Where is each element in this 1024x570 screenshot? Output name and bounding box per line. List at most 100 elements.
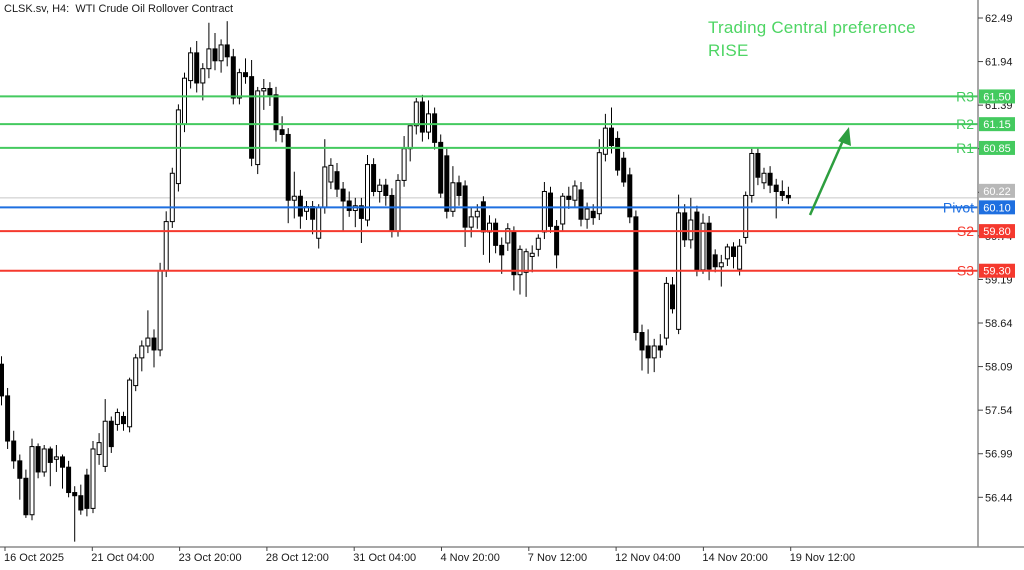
bear-candle [694, 211, 700, 271]
bull-candle [236, 72, 242, 99]
bear-candle [621, 157, 627, 183]
bear-candle [773, 184, 779, 192]
bull-candle [53, 456, 59, 460]
level-price-tag-r2-box [979, 117, 1015, 132]
bull-candle [377, 184, 383, 192]
bear-candle [731, 246, 736, 257]
bear-candle [108, 420, 114, 448]
bull-candle [560, 195, 566, 225]
bull-candle [90, 448, 96, 509]
bull-candle [261, 88, 267, 92]
bear-candle [767, 172, 773, 186]
bull-candle [218, 44, 224, 62]
bull-candle [316, 206, 322, 239]
bear-candle [230, 56, 236, 99]
bear-candle [627, 174, 633, 218]
bull-candle [139, 345, 145, 359]
bull-candle [127, 379, 133, 428]
bull-candle [426, 113, 431, 133]
bear-candle [310, 206, 316, 220]
bear-candle [121, 415, 126, 425]
bear-candle [438, 141, 444, 194]
rise-arrow-line[interactable] [808, 135, 847, 216]
bull-candle [596, 152, 602, 215]
bear-candle [554, 225, 560, 256]
time-tick-label: 28 Oct 12:00 [266, 552, 329, 564]
bull-candle [29, 446, 35, 516]
bull-candle [41, 448, 47, 473]
time-tick-label: 4 Nov 20:00 [441, 552, 500, 564]
bear-candle [273, 94, 279, 131]
trading-central-line2: RISE [708, 41, 749, 60]
bull-candle [102, 420, 108, 467]
bear-candle [615, 137, 621, 171]
level-price-tag-s3-box [979, 263, 1015, 278]
level-price-tag-s2-text: 59.80 [983, 226, 1011, 238]
bear-candle [493, 222, 499, 246]
level-price-tag-r2-text: 61.15 [983, 119, 1011, 131]
level-price-tag-r1-text: 60.85 [983, 143, 1011, 155]
bull-candle [255, 90, 261, 166]
bull-candle [541, 190, 547, 233]
bull-candle [584, 208, 590, 220]
bear-candle [151, 337, 157, 351]
level-price-tag-r3-box [979, 89, 1015, 104]
bear-candle [432, 113, 438, 143]
price-tick-label: 62.49 [985, 13, 1013, 25]
bear-candle [682, 212, 688, 241]
bear-candle [243, 72, 248, 78]
bear-candle [249, 76, 255, 159]
bull-candle [133, 357, 139, 387]
bear-candle [657, 345, 663, 351]
bear-candle [419, 101, 425, 133]
bull-candle [169, 172, 175, 223]
bull-candle [450, 182, 456, 212]
bull-candle [529, 252, 535, 257]
bull-candle [401, 148, 407, 181]
bull-candle [718, 262, 724, 268]
current-price-tag-box [979, 183, 1015, 198]
price-tick-label: 57.54 [985, 405, 1013, 417]
bear-candle [78, 495, 84, 511]
bear-candle [578, 189, 584, 220]
bull-candle [749, 152, 755, 196]
bull-candle [328, 164, 334, 183]
bull-candle [96, 442, 102, 456]
bear-candle [72, 492, 78, 497]
bull-candle [413, 101, 419, 127]
rise-arrow-head[interactable] [838, 127, 851, 146]
bear-candle [60, 456, 65, 468]
bear-candle [633, 216, 639, 334]
bear-candle [755, 152, 761, 178]
bear-candle [712, 254, 718, 268]
bear-candle [444, 155, 450, 212]
bear-candle [23, 477, 29, 516]
bear-candle [645, 345, 651, 359]
bear-candle [456, 182, 462, 196]
time-tick-label: 14 Nov 20:00 [702, 552, 767, 564]
level-price-tag-pivot-box [979, 200, 1015, 215]
bear-candle [499, 244, 505, 256]
bull-candle [163, 221, 169, 272]
bear-candle [383, 184, 389, 196]
chart-title: CLSK.sv, H4: WTI Crude Oil Rollover Cont… [4, 3, 234, 15]
bear-candle [297, 195, 303, 217]
bear-candle [371, 164, 377, 192]
bear-candle [212, 48, 218, 62]
time-tick-label: 21 Oct 04:00 [91, 552, 154, 564]
trading-central-annotation: Trading Central preference RISE [708, 16, 916, 62]
bear-candle [358, 205, 364, 219]
price-tick-label: 61.94 [985, 57, 1013, 69]
bear-candle [267, 88, 273, 96]
level-label-r2: R2 [956, 116, 974, 132]
bull-candle [157, 270, 163, 351]
bear-candle [480, 201, 486, 233]
level-label-r1: R1 [956, 140, 974, 156]
bear-candle [609, 127, 614, 147]
bear-candle [548, 192, 553, 227]
bear-candle [566, 195, 572, 200]
bull-candle [663, 282, 669, 339]
bear-candle [194, 52, 200, 84]
